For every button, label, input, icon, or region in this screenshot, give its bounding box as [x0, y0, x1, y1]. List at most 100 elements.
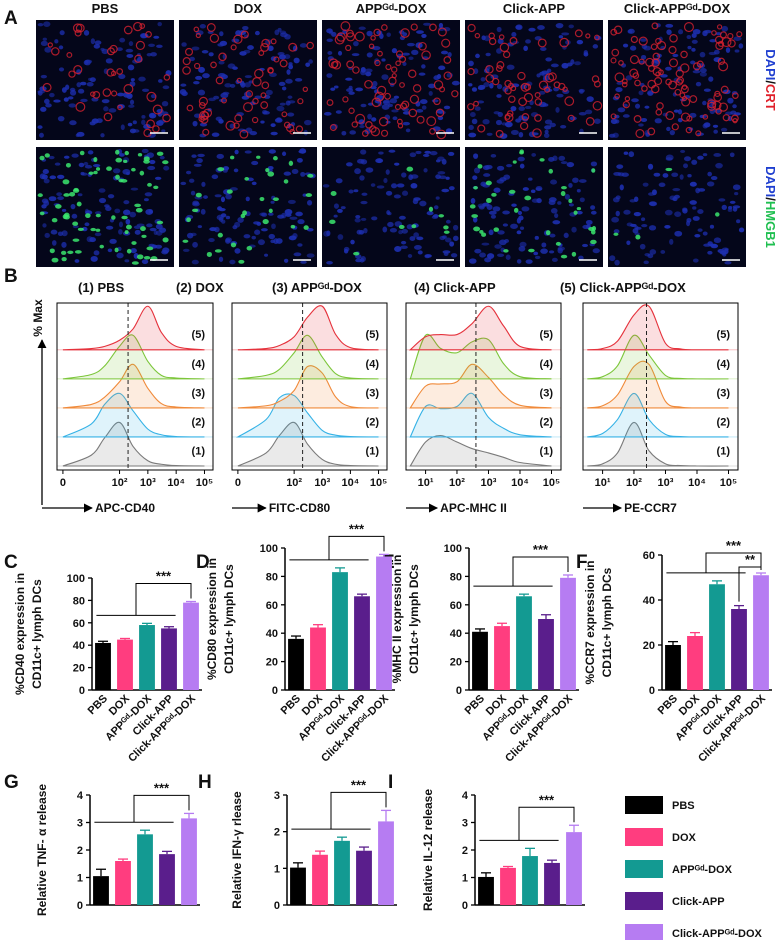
nucleus	[413, 197, 421, 201]
nucleus	[691, 33, 697, 38]
nucleus	[499, 177, 507, 182]
nucleus	[268, 233, 276, 240]
crt-signal	[680, 112, 691, 122]
nucleus	[360, 149, 367, 155]
hmgb1-signal	[307, 173, 314, 178]
y-tick-label: 100	[444, 543, 462, 555]
crt-signal	[610, 28, 618, 36]
nucleus	[149, 159, 156, 165]
crt-signal	[467, 103, 475, 111]
nucleus	[730, 110, 737, 115]
x-tick-label: PBS	[463, 693, 487, 717]
nucleus	[349, 130, 356, 135]
nucleus	[576, 210, 583, 215]
y-tick-label: 0	[649, 685, 655, 697]
nucleus	[647, 90, 654, 96]
crt-signal	[521, 113, 530, 121]
nucleus	[43, 200, 50, 207]
y-tick-label: 20	[450, 657, 462, 669]
hmgb1-signal	[428, 206, 434, 212]
nucleus	[710, 176, 718, 181]
nucleus	[355, 87, 364, 92]
nucleus	[504, 121, 513, 128]
nucleus	[326, 73, 333, 78]
nucleus	[496, 94, 502, 98]
hmgb1-signal	[72, 238, 80, 242]
crt-signal	[260, 92, 267, 99]
panel-letter: D	[196, 552, 210, 573]
nucleus	[512, 40, 519, 44]
hmgb1-signal	[573, 210, 578, 215]
hmgb1-signal	[106, 166, 112, 171]
nucleus	[146, 53, 152, 57]
nucleus	[293, 57, 300, 64]
histogram-curve	[408, 305, 552, 351]
hmgb1-signal	[539, 158, 545, 162]
crt-signal	[215, 76, 224, 85]
nucleus	[273, 238, 279, 245]
nucleus	[692, 206, 697, 210]
crt-signal	[736, 31, 743, 38]
nucleus	[270, 123, 276, 128]
nucleus	[208, 238, 215, 243]
crt-signal	[610, 57, 617, 64]
crt-signal	[267, 66, 274, 74]
nucleus	[119, 153, 125, 157]
nucleus	[519, 163, 525, 169]
y-tick-label: 100	[260, 543, 278, 555]
nucleus	[452, 224, 459, 231]
crt-signal	[340, 21, 351, 32]
nucleus	[644, 105, 650, 109]
nucleus	[214, 194, 222, 198]
nucleus	[734, 192, 739, 196]
nucleus	[343, 246, 350, 252]
nucleus	[691, 47, 696, 52]
nucleus	[353, 189, 359, 193]
hmgb1-signal	[125, 224, 132, 230]
y-tick-label: 3	[77, 818, 83, 830]
nucleus	[709, 39, 717, 43]
nucleus	[61, 241, 67, 248]
nucleus	[632, 228, 639, 234]
nucleus	[541, 242, 547, 248]
crt-signal	[548, 72, 557, 81]
nucleus	[118, 73, 126, 80]
nucleus	[612, 132, 619, 138]
nucleus	[574, 61, 581, 66]
nucleus	[402, 61, 407, 67]
crt-signal	[186, 104, 194, 112]
nucleus	[585, 219, 593, 225]
nucleus	[533, 251, 539, 256]
crt-signal	[426, 116, 437, 127]
crt-signal	[68, 70, 76, 78]
nucleus	[234, 248, 241, 254]
nucleus	[568, 24, 574, 29]
crt-signal	[711, 30, 717, 36]
significance-bracket	[512, 556, 569, 587]
nucleus	[474, 248, 482, 254]
nucleus	[694, 233, 701, 238]
crt-signal	[370, 35, 376, 41]
nucleus	[708, 76, 714, 82]
nucleus	[148, 243, 155, 248]
crt-signal	[508, 95, 516, 103]
nucleus	[107, 248, 113, 253]
hmgb1-signal	[443, 225, 449, 230]
nucleus	[146, 152, 155, 158]
nucleus	[392, 116, 398, 121]
nucleus	[130, 187, 139, 191]
hmgb1-signal	[186, 217, 192, 223]
hmgb1-signal	[217, 232, 223, 238]
nucleus	[713, 237, 722, 244]
nucleus	[299, 43, 308, 48]
hmgb1-signal	[513, 207, 519, 213]
nucleus	[732, 104, 737, 109]
nucleus	[390, 183, 398, 189]
hmgb1-signal	[139, 170, 145, 176]
crt-signal	[145, 30, 152, 38]
y-tick-label: 2	[274, 827, 280, 839]
hmgb1-signal	[77, 227, 84, 232]
nucleus	[493, 187, 501, 193]
bar	[500, 867, 516, 905]
crt-signal	[326, 99, 334, 107]
